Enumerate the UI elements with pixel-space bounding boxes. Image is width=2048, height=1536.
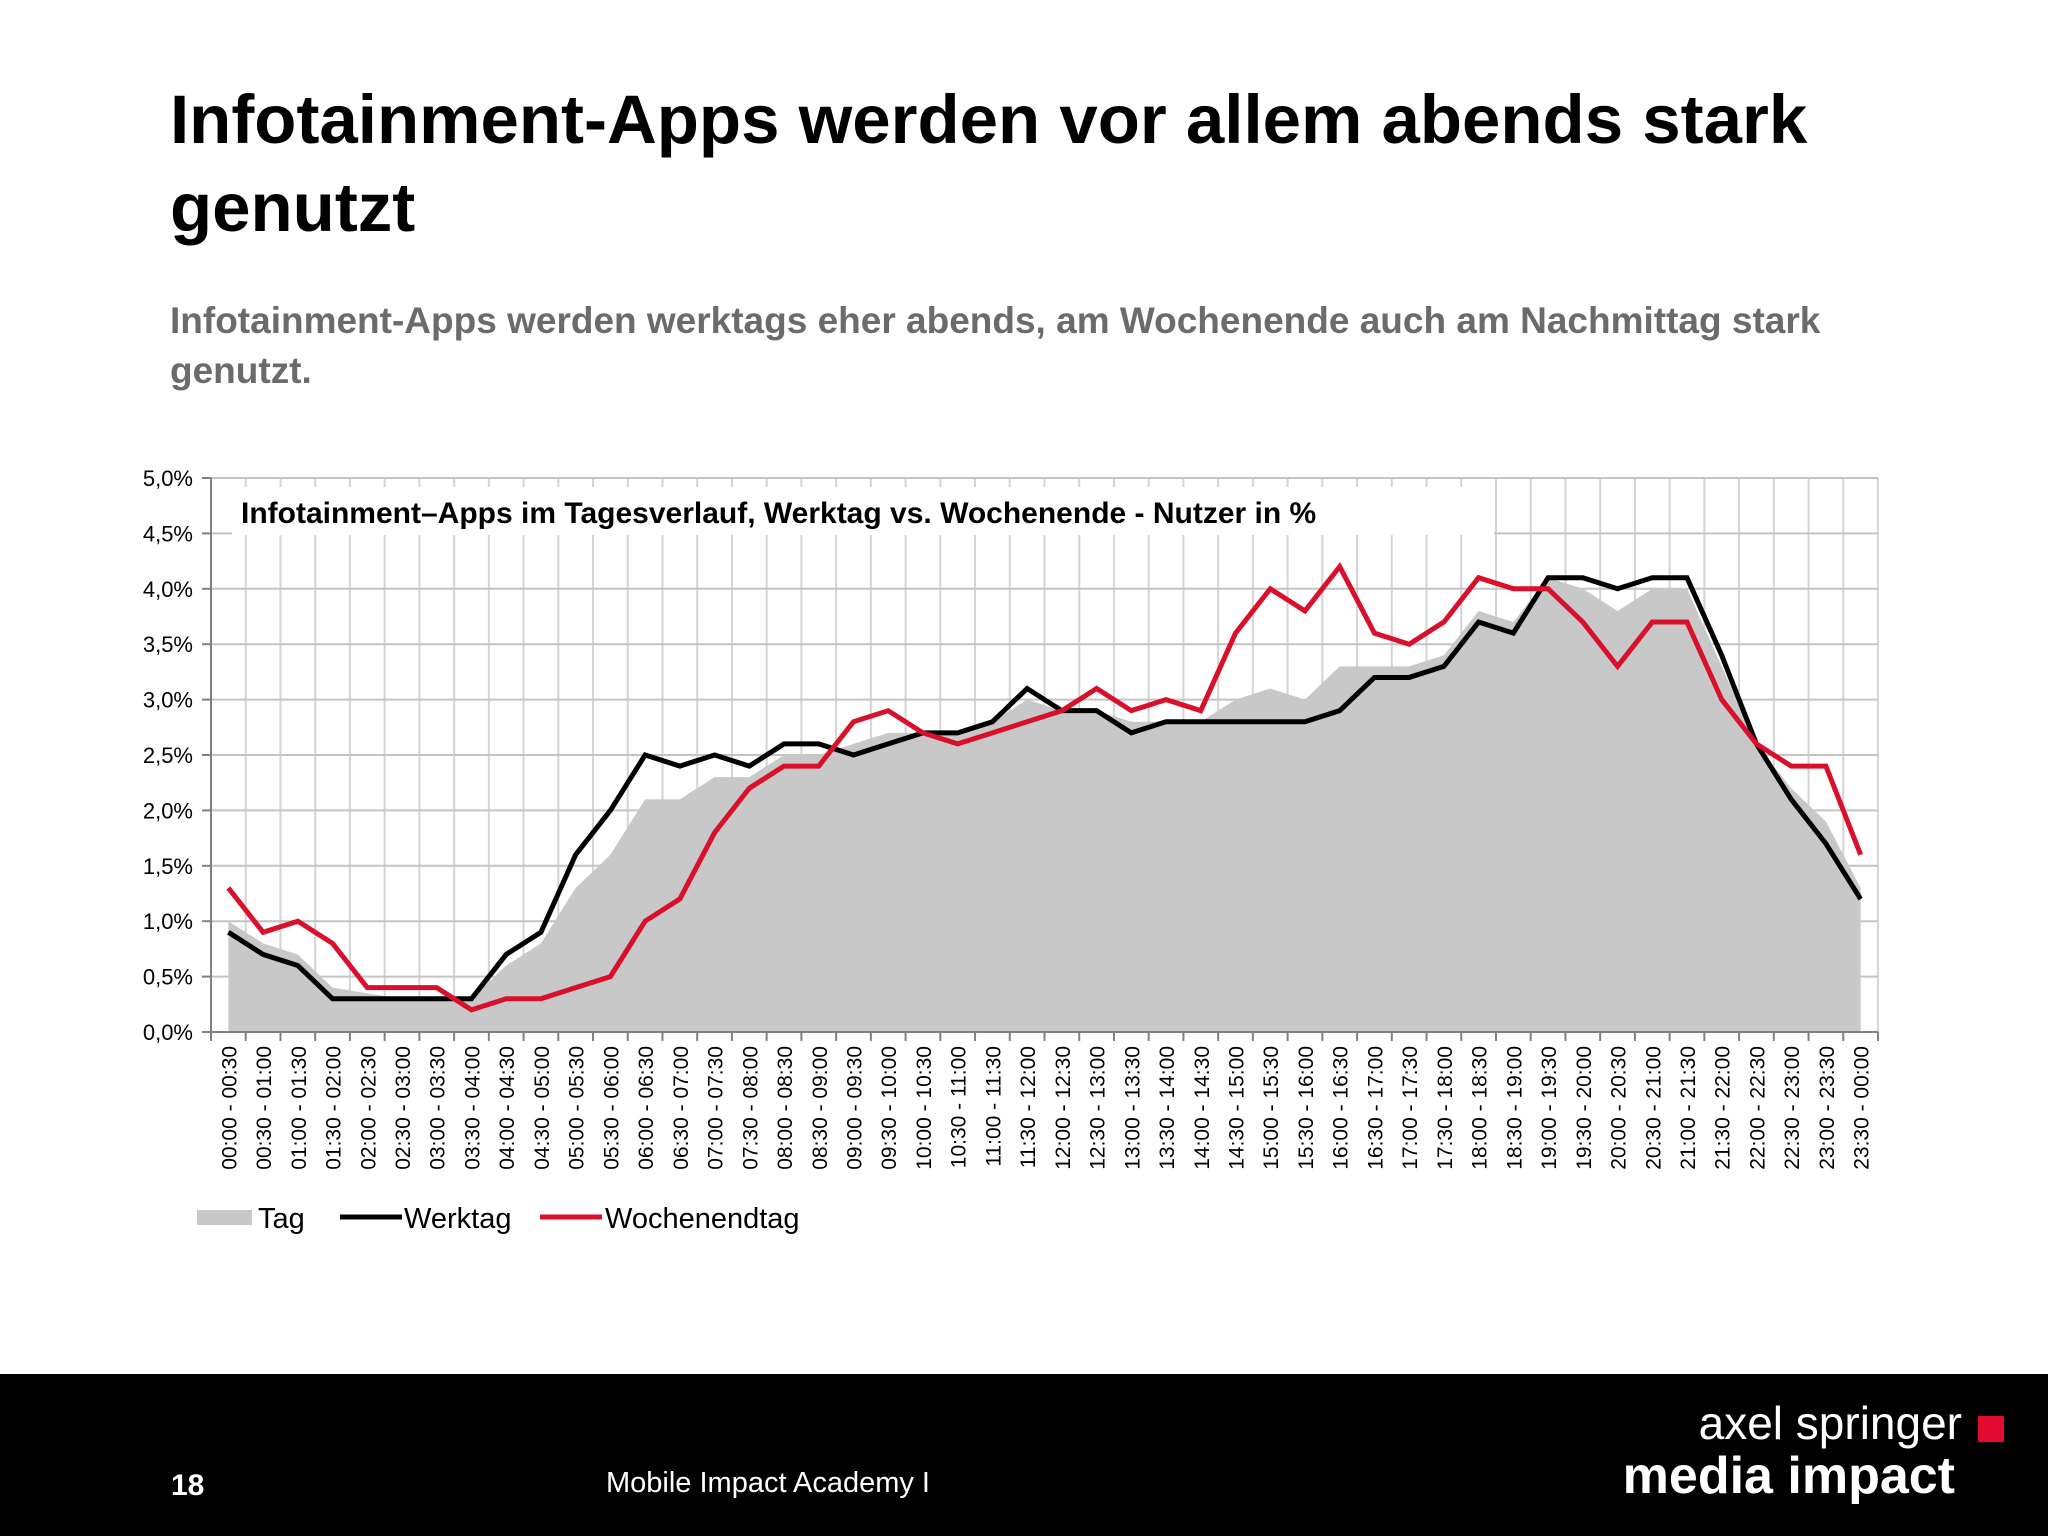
slide-title: Infotainment-Apps werden vor allem abend… xyxy=(170,81,1808,246)
y-tick-label: 1,5% xyxy=(143,854,193,879)
x-tick-label: 17:00 - 17:30 xyxy=(1399,1046,1422,1170)
x-tick-label: 21:00 - 21:30 xyxy=(1677,1046,1700,1170)
y-tick-label: 2,5% xyxy=(143,743,193,768)
chart-legend: Tag Werktag Wochenendtag xyxy=(197,1203,800,1235)
x-tick-label: 07:00 - 07:30 xyxy=(705,1046,728,1170)
y-tick-label: 1,0% xyxy=(143,909,193,934)
x-tick-label: 04:30 - 05:00 xyxy=(531,1046,554,1170)
x-tick-labels: 00:00 - 00:30 00:30 - 01:00 01:00 - 01:30 0… xyxy=(218,1046,1873,1170)
x-tick-label: 19:30 - 20:00 xyxy=(1573,1046,1596,1170)
y-tick-label: 0,0% xyxy=(143,1020,193,1045)
x-tick-label: 12:00 - 12:30 xyxy=(1052,1046,1075,1170)
legend-label-tag: Tag xyxy=(258,1203,305,1235)
x-tick-label: 11:00 - 11:30 xyxy=(982,1046,1005,1167)
axel-springer-logo: axel springer media impact xyxy=(1580,1398,2010,1508)
x-tick-label: 19:00 - 19:30 xyxy=(1538,1046,1561,1170)
page-number: 18 xyxy=(171,1469,205,1502)
x-tick-label: 03:00 - 03:30 xyxy=(427,1046,450,1170)
x-tick-label: 15:30 - 16:00 xyxy=(1295,1046,1318,1170)
x-tick-label: 17:30 - 18:00 xyxy=(1434,1046,1457,1170)
x-tick-label: 02:00 - 02:30 xyxy=(357,1046,380,1170)
y-tick-label: 0,5% xyxy=(143,965,193,990)
legend-label-wochenendtag: Wochenendtag xyxy=(605,1203,800,1235)
x-tick-label: 03:30 - 04:00 xyxy=(461,1046,484,1170)
slide-subtitle: Infotainment-Apps werden werktags eher a… xyxy=(170,300,1821,391)
x-tick-label: 13:00 - 13:30 xyxy=(1121,1046,1144,1170)
x-tick-label: 06:00 - 06:30 xyxy=(635,1046,658,1170)
x-tick-label: 20:00 - 20:30 xyxy=(1608,1046,1631,1170)
x-tick-label: 05:30 - 06:00 xyxy=(600,1046,623,1170)
x-tick-label: 12:30 - 13:00 xyxy=(1087,1046,1110,1170)
x-tick-label: 18:00 - 18:30 xyxy=(1469,1046,1492,1170)
series-line-wochenendtag xyxy=(226,562,1863,1013)
logo-line-2: media impact xyxy=(1622,1447,1955,1505)
x-tick-label: 11:30 - 12:00 xyxy=(1017,1046,1040,1168)
legend-swatch-tag xyxy=(197,1210,252,1225)
x-tick-label: 23:30 - 00:00 xyxy=(1851,1046,1874,1170)
x-tick-label: 08:00 - 08:30 xyxy=(774,1046,797,1170)
series-area-tag xyxy=(228,577,1861,1032)
x-tick-label: 08:30 - 09:00 xyxy=(809,1046,832,1170)
x-tick-label: 07:30 - 08:00 xyxy=(739,1046,762,1170)
x-tick-label: 05:00 - 05:30 xyxy=(566,1046,589,1170)
x-tick-label: 14:00 - 14:30 xyxy=(1191,1046,1214,1170)
x-tick-label: 00:00 - 00:30 xyxy=(218,1046,241,1170)
x-tick-label: 10:30 - 11:00 xyxy=(948,1046,971,1168)
footer-text: Mobile Impact Academy I xyxy=(606,1467,930,1499)
x-tick-label: 06:30 - 07:00 xyxy=(670,1046,693,1170)
x-tick-label: 09:30 - 10:00 xyxy=(878,1046,901,1170)
y-tick-label: 4,5% xyxy=(143,521,193,546)
x-tick-label: 16:00 - 16:30 xyxy=(1330,1046,1353,1170)
logo-line-1: axel springer xyxy=(1698,1397,1962,1449)
y-tick-label: 5,0% xyxy=(143,466,193,491)
legend-label-werktag: Werktag xyxy=(404,1203,511,1235)
x-tick-label: 23:00 - 23:30 xyxy=(1816,1046,1839,1170)
logo-square-icon xyxy=(1978,1416,2004,1442)
chart-axes xyxy=(202,477,1879,1041)
y-tick-label: 3,0% xyxy=(143,688,193,713)
x-tick-label: 01:00 - 01:30 xyxy=(288,1046,311,1170)
x-tick-label: 20:30 - 21:00 xyxy=(1642,1046,1665,1170)
x-tick-label: 14:30 - 15:00 xyxy=(1226,1046,1249,1170)
x-tick-label: 13:30 - 14:00 xyxy=(1156,1046,1179,1170)
x-tick-label: 10:00 - 10:30 xyxy=(913,1046,936,1170)
x-tick-label: 22:00 - 22:30 xyxy=(1746,1046,1769,1170)
x-tick-label: 04:00 - 04:30 xyxy=(496,1046,519,1170)
y-tick-label: 2,0% xyxy=(143,798,193,823)
area-layer xyxy=(228,577,1861,1032)
x-tick-label: 15:00 - 15:30 xyxy=(1260,1046,1283,1170)
y-tick-labels: 0,0% 0,5% 1,0% 1,5% 2,0% 2,5% 3,0% 3,5% 4,0% 4,5%… xyxy=(143,466,193,1045)
chart-title: Infotainment–Apps im Tagesverlauf, Werkt… xyxy=(241,497,1316,530)
y-tick-label: 4,0% xyxy=(143,577,193,602)
x-tick-label: 21:30 - 22:00 xyxy=(1712,1046,1735,1170)
x-tick-label: 01:30 - 02:00 xyxy=(323,1046,346,1170)
x-tick-label: 00:30 - 01:00 xyxy=(253,1046,276,1170)
x-tick-label: 22:30 - 23:00 xyxy=(1781,1046,1804,1170)
usage-chart: Infotainment–Apps im Tagesverlauf, Werkt… xyxy=(143,466,1879,1235)
line-layer xyxy=(226,562,1863,1013)
x-tick-label: 09:00 - 09:30 xyxy=(843,1046,866,1170)
x-tick-label: 18:30 - 19:00 xyxy=(1503,1046,1526,1170)
footer-bar xyxy=(0,1374,2048,1536)
x-tick-label: 02:30 - 03:00 xyxy=(392,1046,415,1170)
y-tick-label: 3,5% xyxy=(143,632,193,657)
chart-title-bg xyxy=(232,487,1494,535)
x-tick-label: 16:30 - 17:00 xyxy=(1364,1046,1387,1170)
series-line-werktag xyxy=(227,575,1863,1002)
